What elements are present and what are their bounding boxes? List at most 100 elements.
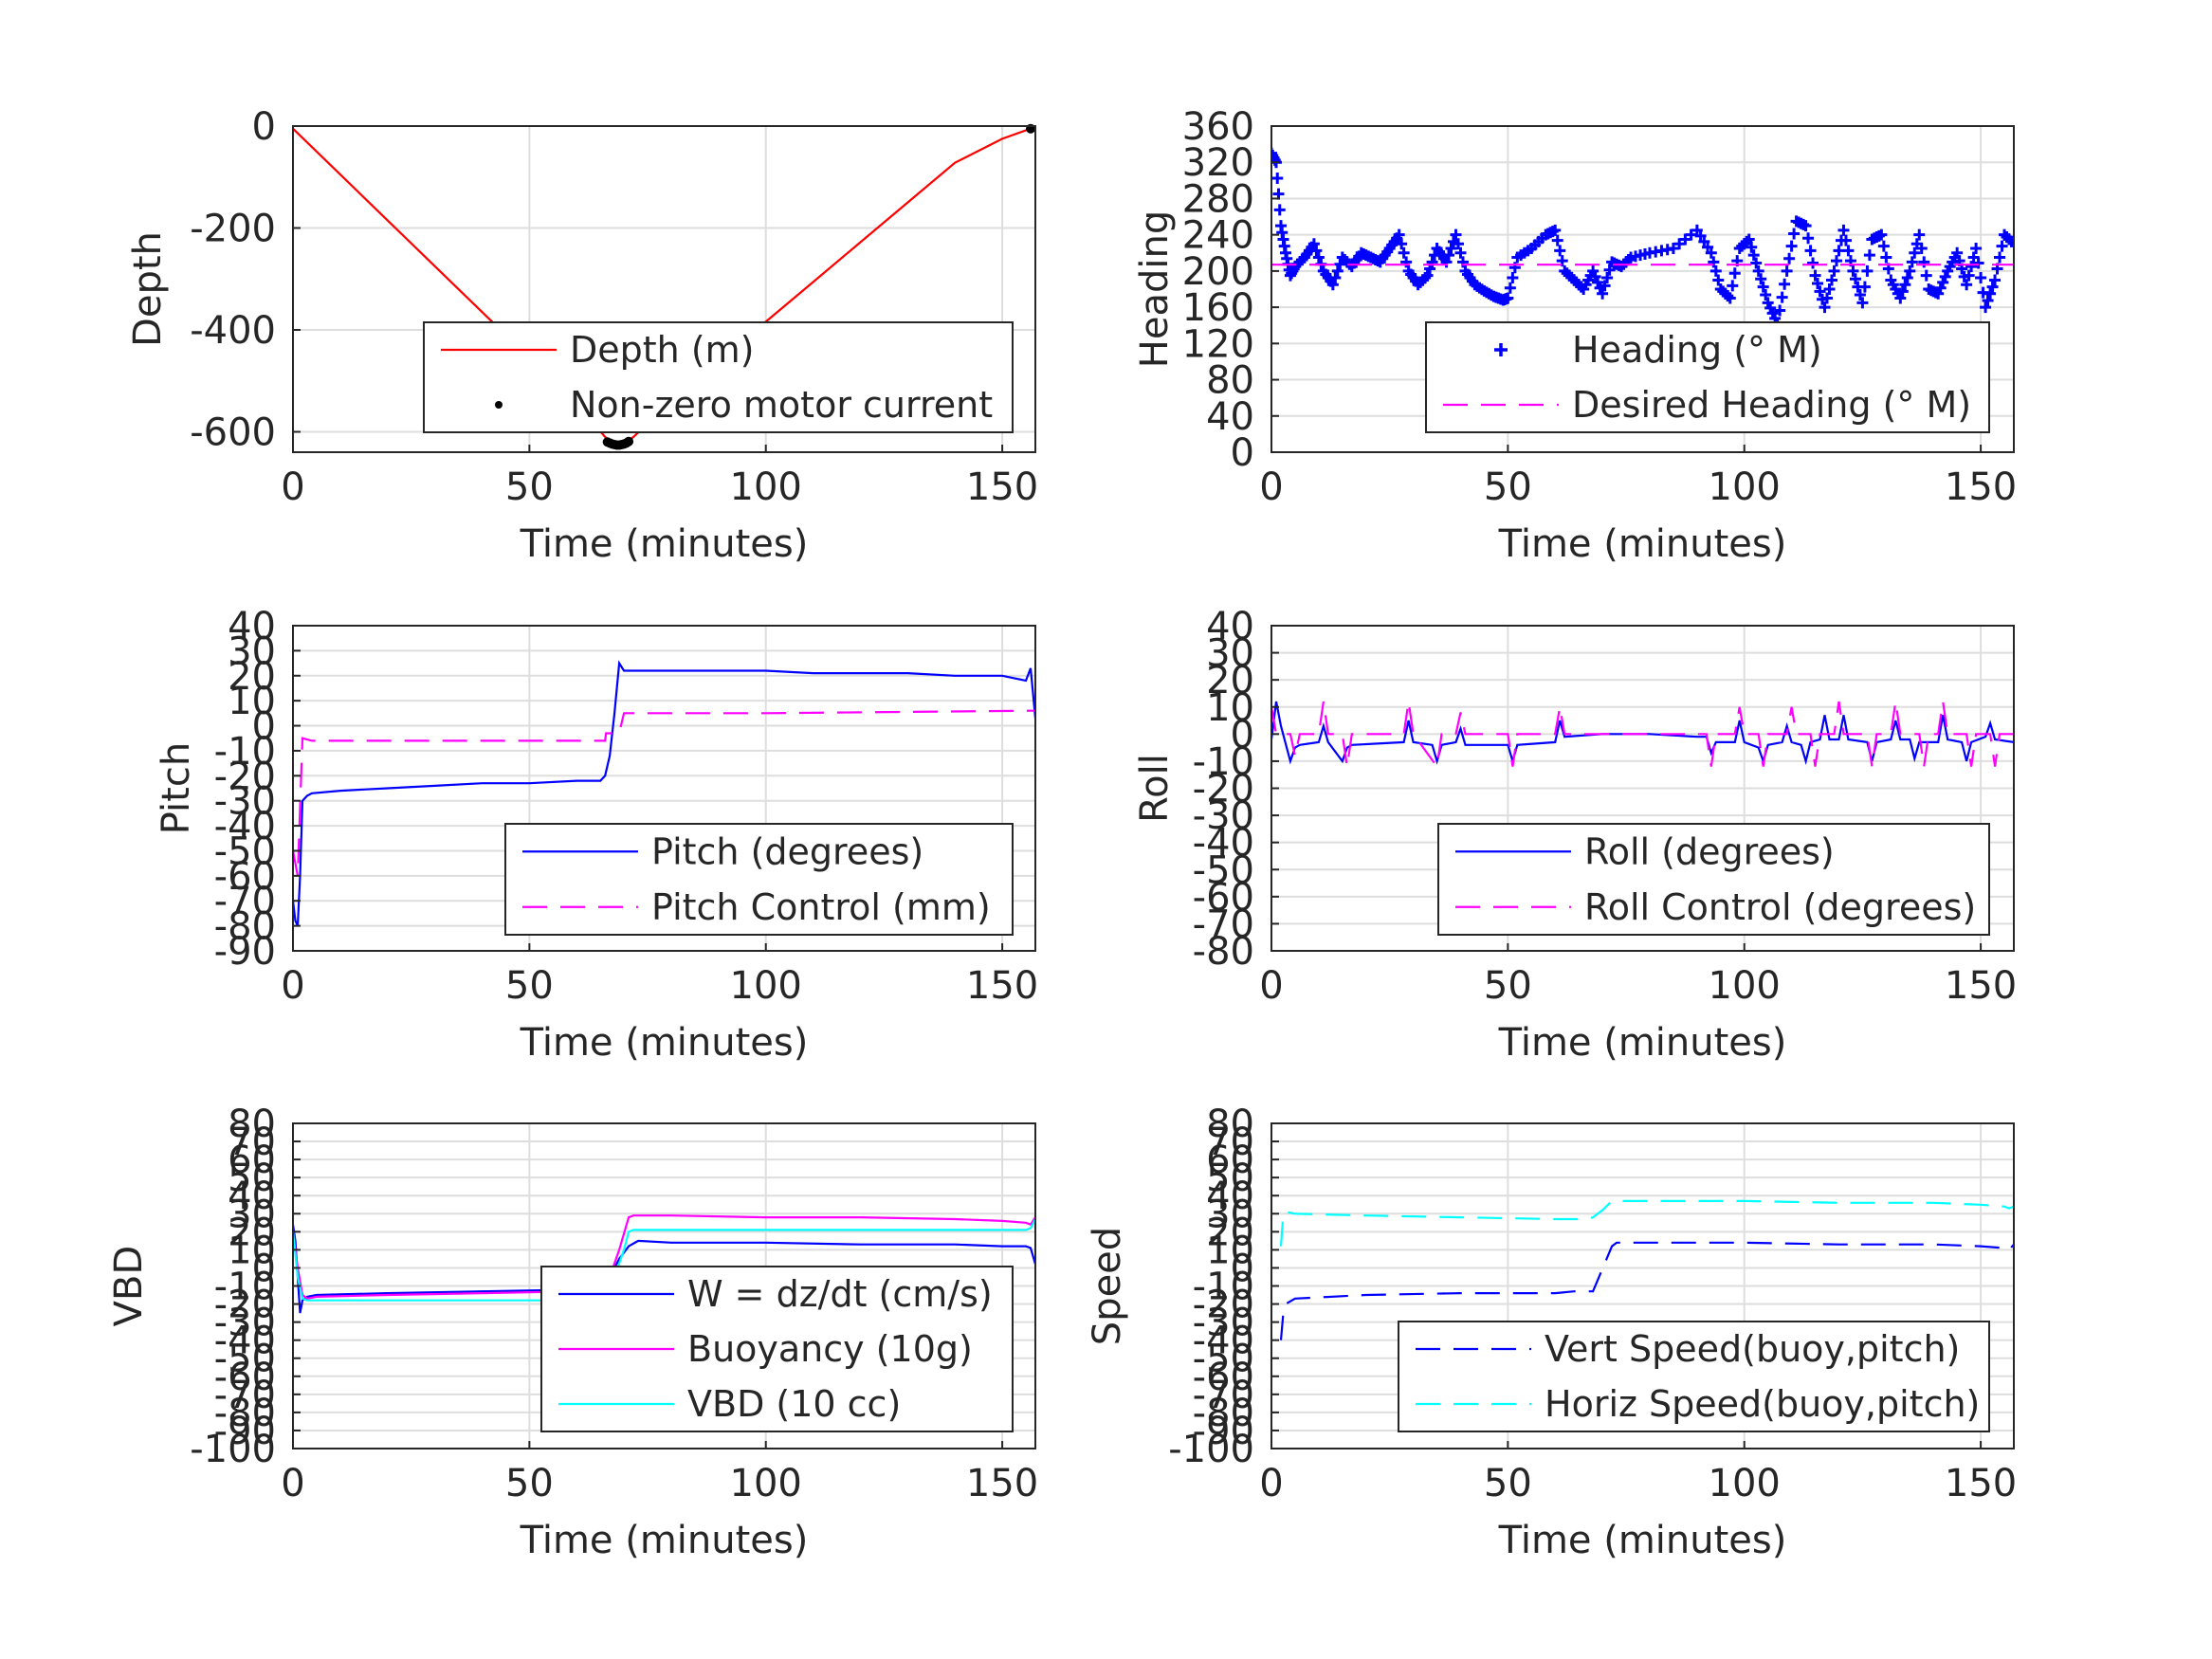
vbd-legend-label: W = dz/dt (cm/s): [687, 1273, 993, 1315]
heading-series-0-point: [1393, 228, 1405, 241]
heading-series-0-point: [1849, 273, 1861, 285]
vbd-x-tick-label: 50: [505, 1462, 554, 1505]
roll-x-tick-label: 0: [1259, 964, 1283, 1008]
heading-series-0-point: [1984, 287, 1997, 300]
heading-series-0-point: [1915, 243, 1928, 254]
pitch-x-tick-label: 0: [281, 964, 304, 1008]
heading-x-tick-label: 0: [1259, 465, 1283, 509]
depth-x-tick-label: 50: [505, 465, 554, 509]
heading-series-0-point: [1863, 249, 1875, 262]
pitch-axes-frame: [292, 625, 1036, 952]
heading-axes-frame: [1271, 125, 2015, 453]
pitch-y-tick-label: -30: [214, 780, 276, 824]
vbd-x-tick-label: 0: [281, 1462, 304, 1505]
roll-y-tick-label: -20: [1193, 768, 1254, 811]
heading-series-0-point: [1443, 249, 1455, 262]
vbd-x-tick-label: 100: [730, 1462, 802, 1505]
heading-y-tick-label: 160: [1182, 286, 1254, 330]
pitch-y-tick-label: -80: [214, 905, 276, 949]
heading-series-0-point: [1802, 232, 1815, 245]
speed-y-tick-label: 0: [1231, 1247, 1254, 1290]
vbd-y-tick-label: -80: [214, 1392, 276, 1435]
heading-series-0-point: [1603, 264, 1616, 276]
speed-x-tick-label: 0: [1259, 1462, 1283, 1505]
heading-series-0-point: [1456, 256, 1469, 268]
pitch-x-axis-label: Time (minutes): [520, 1021, 809, 1065]
vbd-y-tick-label: -70: [214, 1374, 276, 1417]
vbd-x-tick-label: 150: [966, 1462, 1038, 1505]
heading-series-0-point: [1875, 228, 1888, 241]
heading-series-0-point: [1755, 273, 1767, 285]
speed-x-tick-label: 100: [1709, 1462, 1781, 1505]
vbd-y-tick-label: -100: [190, 1428, 276, 1471]
speed-y-tick-label: 80: [1206, 1103, 1254, 1146]
heading-series-0-point: [1724, 292, 1736, 304]
roll-y-tick-label: -50: [1193, 848, 1254, 892]
heading-series-0-point: [1963, 269, 1975, 282]
heading-series-0-point: [1986, 281, 1999, 293]
depth-y-tick-label: 0: [252, 105, 276, 149]
speed-y-tick-label: -40: [1193, 1320, 1254, 1363]
heading-series-0-point: [1980, 301, 1992, 314]
heading-series-0-point: [1996, 240, 2008, 252]
speed-y-tick-label: 20: [1206, 1211, 1254, 1254]
vbd-y-tick-label: 40: [228, 1175, 276, 1218]
heading-legend: Heading (° M) Desired Heading (° M): [1425, 321, 1990, 433]
vbd-series-2-line: [293, 1218, 1035, 1302]
speed-legend: Vert Speed(buoy,pitch) Horiz Speed(buoy,p…: [1398, 1321, 1990, 1432]
heading-series-0-point: [1728, 267, 1741, 280]
heading-series-0-point: [1825, 274, 1837, 286]
heading-legend-label: Heading (° M): [1572, 329, 1822, 371]
heading-series-0-point: [1776, 291, 1788, 303]
heading-series-0-point: [1667, 243, 1679, 254]
heading-x-tick-label: 50: [1484, 465, 1532, 509]
vbd-legend-label: Buoyancy (10g): [687, 1328, 973, 1370]
pitch-y-tick-label: 0: [252, 705, 276, 749]
heading-series-0-point: [1961, 279, 1973, 291]
vbd-y-tick-label: 80: [228, 1103, 276, 1146]
heading-series-0-point: [1329, 272, 1342, 284]
heading-series-0-point: [1932, 287, 1945, 300]
speed-legend-label: Vert Speed(buoy,pitch): [1545, 1328, 1960, 1370]
heading-series-0-point: [1453, 238, 1464, 250]
speed-y-tick-label: -10: [1193, 1266, 1254, 1309]
heading-series-0-point: [1951, 246, 1964, 259]
heading-series-0-point: [1445, 243, 1457, 254]
pitch-y-axis-label: Pitch: [155, 742, 198, 834]
depth-legend-box: [423, 321, 1014, 433]
roll-y-tick-label: 10: [1206, 686, 1254, 730]
depth-legend-label: Depth (m): [570, 329, 755, 371]
speed-series-0-line: [1279, 1241, 2014, 1340]
pitch-series-1-line: [293, 709, 1035, 877]
heading-series-0-point: [1601, 272, 1614, 284]
heading-series-0-point: [1861, 264, 1874, 277]
heading-series-0-point: [1909, 246, 1921, 259]
heading-series-0-point: [1757, 281, 1769, 293]
vbd-y-tick-label: 20: [228, 1211, 276, 1254]
roll-legend: Roll (degrees) Roll Control (degrees): [1437, 823, 1990, 936]
pitch-x-tick-label: 150: [966, 964, 1038, 1008]
depth-legend-label: Non-zero motor current: [570, 384, 993, 426]
speed-legend-box: [1398, 1321, 1990, 1432]
heading-series-0-point: [1554, 245, 1566, 257]
speed-y-tick-label: 70: [1206, 1121, 1254, 1164]
roll-y-tick-label: -40: [1193, 822, 1254, 866]
vbd-y-tick-label: 70: [228, 1121, 276, 1164]
vbd-series-1-line: [293, 1214, 1035, 1300]
heading-series-0-point: [1774, 304, 1786, 317]
heading-series-0-point: [1400, 256, 1413, 268]
heading-x-axis-label: Time (minutes): [1498, 522, 1787, 566]
heading-series-0-point: [1847, 264, 1859, 277]
speed-y-axis-label: Speed: [1086, 1227, 1129, 1345]
vbd-y-tick-label: -60: [214, 1356, 276, 1399]
heading-series-0-point: [1982, 294, 1994, 306]
heading-series-0-point: [1823, 283, 1836, 295]
heading-series-0-point: [1599, 280, 1611, 292]
heading-series-0-point: [1271, 147, 1277, 159]
heading-series-0-point: [1752, 264, 1764, 277]
pitch-legend: Pitch (degrees) Pitch Control (mm): [504, 823, 1014, 936]
heading-series-0-point: [1779, 278, 1791, 290]
vbd-x-axis-label: Time (minutes): [520, 1519, 809, 1562]
heading-legend-label: Desired Heading (° M): [1572, 384, 1971, 426]
